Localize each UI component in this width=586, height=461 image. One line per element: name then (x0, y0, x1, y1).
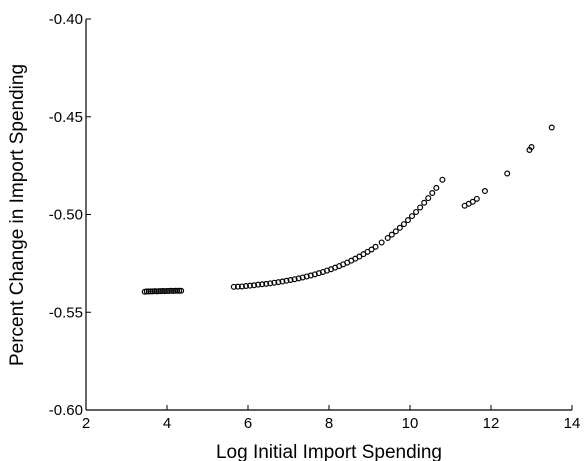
data-point (275, 279, 282, 286)
data-point (378, 239, 385, 246)
y-axis-label: Percent Change in Import Spending (7, 64, 28, 366)
data-point (147, 288, 154, 295)
data-point (528, 144, 535, 151)
data-point (425, 195, 432, 202)
data-point (409, 213, 416, 220)
data-point (267, 280, 274, 287)
data-point (548, 124, 555, 131)
data-point (263, 280, 270, 287)
data-point (413, 208, 420, 215)
data-point (504, 170, 511, 177)
data-point (291, 276, 298, 283)
data-point (433, 184, 440, 191)
data-point (247, 282, 254, 289)
axes (85, 19, 572, 411)
data-point (230, 283, 237, 290)
x-tick-label: 14 (564, 415, 581, 432)
x-tick-label: 10 (402, 415, 419, 432)
data-point (429, 189, 436, 196)
y-tick-label: -0.60 (49, 402, 83, 419)
data-point (400, 221, 407, 228)
data-point (238, 283, 245, 290)
y-tick-label: -0.50 (49, 207, 83, 224)
x-tick-label: 12 (483, 415, 500, 432)
x-axis-label: Log Initial Import Spending (216, 442, 442, 461)
data-point (417, 204, 424, 211)
data-point (421, 199, 428, 206)
data-point (251, 282, 258, 289)
y-tick-label: -0.55 (49, 304, 83, 321)
data-point (287, 276, 294, 283)
data-point (164, 287, 171, 294)
x-tick-label: 4 (163, 415, 171, 432)
data-point (283, 277, 290, 284)
data-point (481, 188, 488, 195)
data-point (176, 287, 183, 294)
data-point (178, 287, 185, 294)
data-point (255, 281, 262, 288)
x-tick-label: 8 (325, 415, 333, 432)
data-point (392, 228, 399, 235)
data-point (384, 234, 391, 241)
data-point (242, 283, 249, 290)
x-tick-label: 6 (244, 415, 252, 432)
y-ticks: -0.60 -0.55 -0.50 -0.45 -0.40 (49, 11, 91, 419)
data-point (234, 283, 241, 290)
data-point (172, 287, 179, 294)
data-point (372, 243, 379, 250)
y-tick-label: -0.45 (49, 109, 83, 126)
data-point (271, 279, 278, 286)
data-point (473, 195, 480, 202)
data-point (388, 231, 395, 238)
data-point (404, 217, 411, 224)
data-point (259, 281, 266, 288)
x-tick-label: 2 (82, 415, 90, 432)
data-point (469, 198, 476, 205)
data-point (396, 224, 403, 231)
data-points (141, 124, 555, 295)
data-point (279, 278, 286, 285)
data-point (368, 246, 375, 253)
y-tick-label: -0.40 (49, 11, 83, 28)
data-point (174, 287, 181, 294)
data-point (155, 288, 162, 295)
data-point (439, 176, 446, 183)
x-ticks: 2 4 6 8 10 12 14 (82, 405, 581, 432)
